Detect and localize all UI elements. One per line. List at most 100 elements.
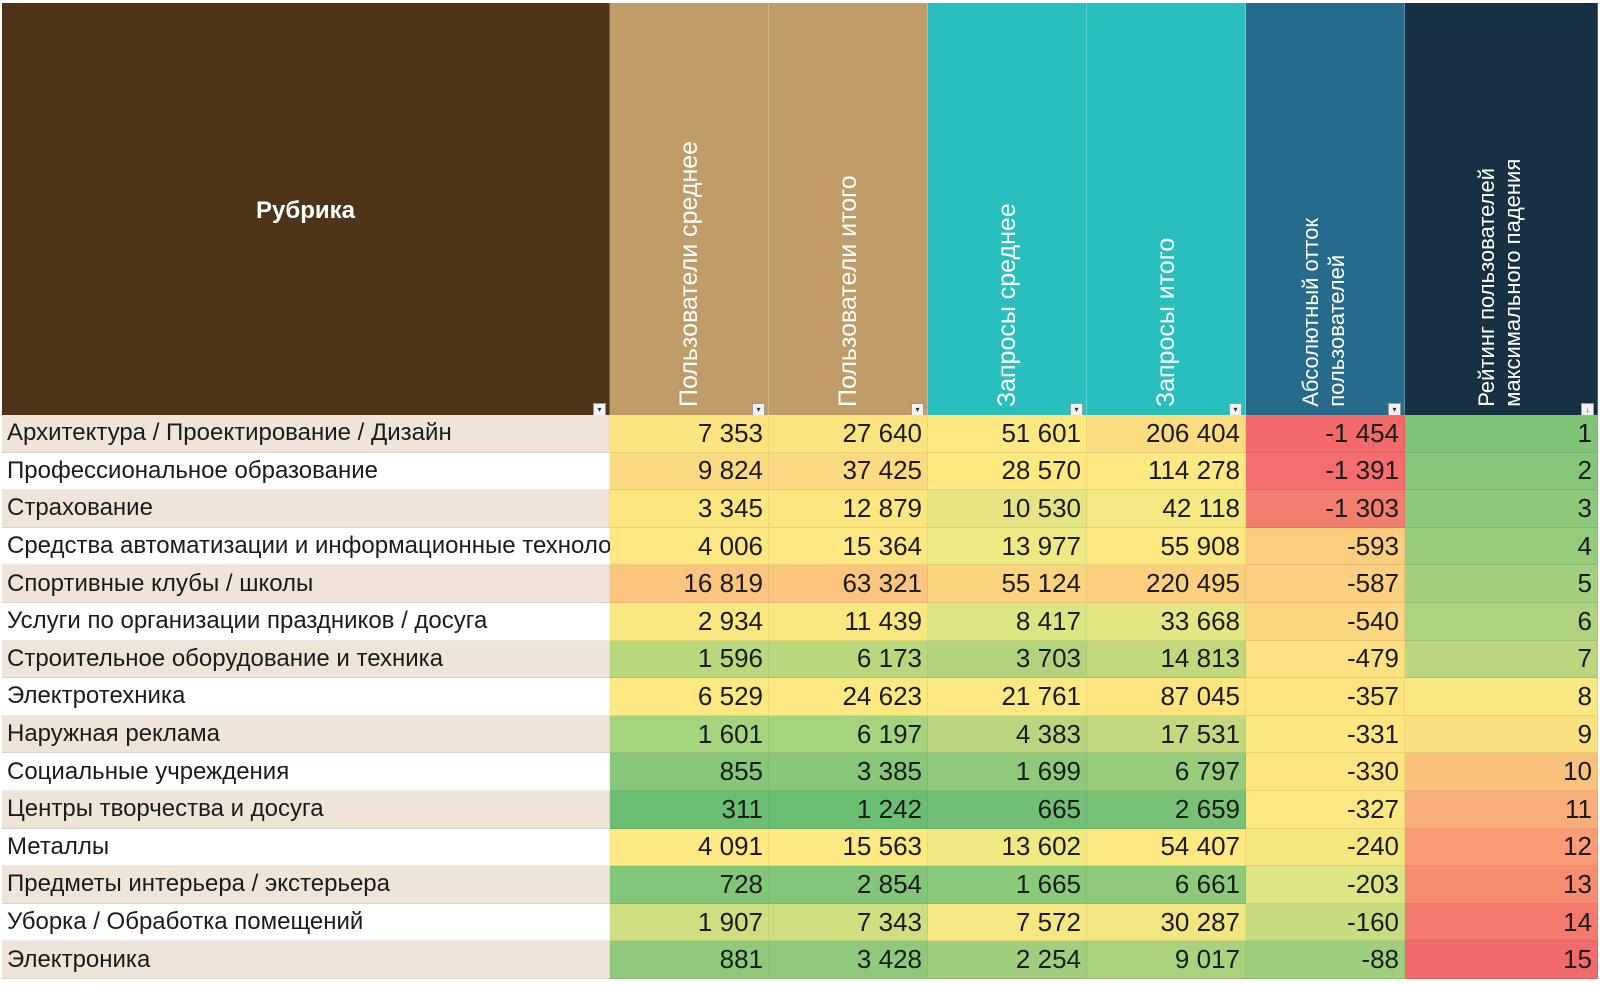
outflow-cell[interactable]: -540	[1246, 603, 1405, 641]
rubric-cell[interactable]: Социальные учреждения	[2, 753, 610, 791]
outflow-cell[interactable]: -1 454	[1246, 415, 1405, 453]
table-row[interactable]: Электротехника 6 529 24 623 21 761 87 045 -35…	[2, 678, 1598, 716]
rubric-cell[interactable]: Страхование	[2, 490, 610, 528]
outflow-cell[interactable]: -330	[1246, 753, 1405, 791]
users-avg-cell[interactable]: 9 824	[610, 452, 769, 491]
rating-cell[interactable]: 5	[1405, 565, 1598, 603]
rating-cell[interactable]: 12	[1405, 828, 1598, 867]
users-avg-cell[interactable]: 855	[610, 753, 769, 791]
header-rubric[interactable]: Рубрика ▾	[2, 3, 610, 419]
outflow-cell[interactable]: -240	[1246, 828, 1405, 867]
queries-avg-cell[interactable]: 3 703	[928, 640, 1087, 679]
table-row[interactable]: Центры творчества и досуга 311 1 242 665 2 6…	[2, 791, 1598, 829]
rating-cell[interactable]: 4	[1405, 527, 1598, 566]
queries-avg-cell[interactable]: 7 572	[928, 903, 1087, 942]
rating-cell[interactable]: 11	[1405, 791, 1598, 829]
rubric-cell[interactable]: Спортивные клубы / школы	[2, 565, 610, 603]
rating-cell[interactable]: 13	[1405, 866, 1598, 904]
queries-avg-cell[interactable]: 10 530	[928, 490, 1087, 528]
rubric-cell[interactable]: Уборка / Обработка помещений	[2, 903, 610, 942]
header-queries-avg[interactable]: Запросы среднее ▾	[928, 3, 1087, 419]
table-row[interactable]: Услуги по организации праздников / досуг…	[2, 603, 1598, 641]
queries-total-cell[interactable]: 55 908	[1087, 527, 1246, 566]
users-total-cell[interactable]: 11 439	[769, 603, 928, 641]
rubric-cell[interactable]: Металлы	[2, 828, 610, 867]
rating-cell[interactable]: 3	[1405, 490, 1598, 528]
queries-total-cell[interactable]: 87 045	[1087, 678, 1246, 716]
table-row[interactable]: Архитектура / Проектирование / Дизайн 7 3…	[2, 415, 1598, 453]
users-total-cell[interactable]: 27 640	[769, 415, 928, 453]
outflow-cell[interactable]: -593	[1246, 527, 1405, 566]
users-avg-cell[interactable]: 7 353	[610, 415, 769, 453]
table-row[interactable]: Наружная реклама 1 601 6 197 4 383 17 531 -33…	[2, 715, 1598, 754]
users-avg-cell[interactable]: 6 529	[610, 678, 769, 716]
queries-avg-cell[interactable]: 13 977	[928, 527, 1087, 566]
table-row[interactable]: Предметы интерьера / экстерьера 728 2 854 1…	[2, 866, 1598, 904]
users-avg-cell[interactable]: 311	[610, 791, 769, 829]
queries-total-cell[interactable]: 33 668	[1087, 603, 1246, 641]
table-row[interactable]: Спортивные клубы / школы 16 819 63 321 55 1…	[2, 565, 1598, 603]
outflow-cell[interactable]: -203	[1246, 866, 1405, 904]
queries-total-cell[interactable]: 206 404	[1087, 415, 1246, 453]
users-avg-cell[interactable]: 1 601	[610, 715, 769, 754]
queries-total-cell[interactable]: 30 287	[1087, 903, 1246, 942]
queries-avg-cell[interactable]: 13 602	[928, 828, 1087, 867]
users-total-cell[interactable]: 1 242	[769, 791, 928, 829]
header-abs-outflow[interactable]: Абсолютный отток пользователей ▾	[1246, 3, 1405, 419]
users-total-cell[interactable]: 12 879	[769, 490, 928, 528]
rating-cell[interactable]: 1	[1405, 415, 1598, 453]
queries-total-cell[interactable]: 14 813	[1087, 640, 1246, 679]
queries-total-cell[interactable]: 17 531	[1087, 715, 1246, 754]
queries-total-cell[interactable]: 2 659	[1087, 791, 1246, 829]
queries-total-cell[interactable]: 220 495	[1087, 565, 1246, 603]
rating-cell[interactable]: 10	[1405, 753, 1598, 791]
table-row[interactable]: Строительное оборудование и техника 1 596…	[2, 640, 1598, 679]
queries-total-cell[interactable]: 9 017	[1087, 941, 1246, 979]
queries-total-cell[interactable]: 6 661	[1087, 866, 1246, 904]
outflow-cell[interactable]: -88	[1246, 941, 1405, 979]
sort-descending-filter-icon[interactable]: ↓	[1581, 403, 1594, 416]
users-avg-cell[interactable]: 3 345	[610, 490, 769, 528]
queries-avg-cell[interactable]: 21 761	[928, 678, 1087, 716]
users-total-cell[interactable]: 63 321	[769, 565, 928, 603]
outflow-cell[interactable]: -357	[1246, 678, 1405, 716]
table-row[interactable]: Электроника 881 3 428 2 254 9 017 -88 15	[2, 941, 1598, 979]
rating-cell[interactable]: 9	[1405, 715, 1598, 754]
header-users-total[interactable]: Пользователи итого ▾	[769, 3, 928, 419]
outflow-cell[interactable]: -327	[1246, 791, 1405, 829]
table-row[interactable]: Металлы 4 091 15 563 13 602 54 407 -240 12	[2, 828, 1598, 867]
queries-avg-cell[interactable]: 51 601	[928, 415, 1087, 453]
queries-avg-cell[interactable]: 28 570	[928, 452, 1087, 491]
rubric-cell[interactable]: Электроника	[2, 941, 610, 979]
table-row[interactable]: Средства автоматизации и информационные …	[2, 527, 1598, 566]
users-avg-cell[interactable]: 1 596	[610, 640, 769, 679]
queries-total-cell[interactable]: 42 118	[1087, 490, 1246, 528]
header-rating[interactable]: Рейтинг пользователей максимального паден…	[1405, 3, 1598, 419]
header-queries-total[interactable]: Запросы итого ▾	[1087, 3, 1246, 419]
rating-cell[interactable]: 6	[1405, 603, 1598, 641]
users-total-cell[interactable]: 6 197	[769, 715, 928, 754]
rubric-cell[interactable]: Архитектура / Проектирование / Дизайн	[2, 415, 610, 453]
users-total-cell[interactable]: 3 428	[769, 941, 928, 979]
users-avg-cell[interactable]: 16 819	[610, 565, 769, 603]
rubric-cell[interactable]: Центры творчества и досуга	[2, 791, 610, 829]
outflow-cell[interactable]: -479	[1246, 640, 1405, 679]
users-total-cell[interactable]: 24 623	[769, 678, 928, 716]
rubric-cell[interactable]: Электротехника	[2, 678, 610, 716]
rubric-cell[interactable]: Услуги по организации праздников / досуг…	[2, 603, 610, 641]
users-total-cell[interactable]: 2 854	[769, 866, 928, 904]
rating-cell[interactable]: 7	[1405, 640, 1598, 679]
rubric-cell[interactable]: Средства автоматизации и информационные …	[2, 527, 647, 566]
users-avg-cell[interactable]: 1 907	[610, 903, 769, 942]
queries-avg-cell[interactable]: 2 254	[928, 941, 1087, 979]
queries-total-cell[interactable]: 54 407	[1087, 828, 1246, 867]
outflow-cell[interactable]: -1 391	[1246, 452, 1405, 491]
outflow-cell[interactable]: -331	[1246, 715, 1405, 754]
rubric-cell[interactable]: Наружная реклама	[2, 715, 610, 754]
table-row[interactable]: Уборка / Обработка помещений 1 907 7 343 7 …	[2, 903, 1598, 942]
users-total-cell[interactable]: 37 425	[769, 452, 928, 491]
outflow-cell[interactable]: -587	[1246, 565, 1405, 603]
users-total-cell[interactable]: 3 385	[769, 753, 928, 791]
outflow-cell[interactable]: -1 303	[1246, 490, 1405, 528]
outflow-cell[interactable]: -160	[1246, 903, 1405, 942]
